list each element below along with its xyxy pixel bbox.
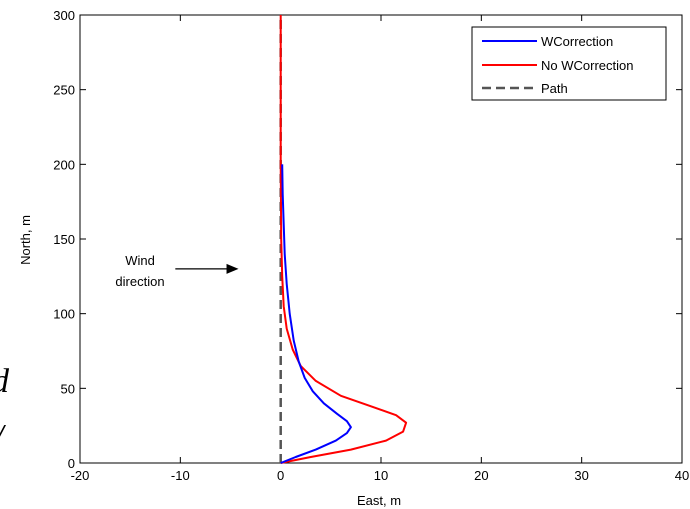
y-tick-label: 150 xyxy=(53,232,75,247)
y-tick-label: 300 xyxy=(53,8,75,23)
legend: WCorrection No WCorrection Path xyxy=(471,26,667,101)
legend-label-path: Path xyxy=(541,81,568,96)
legend-label-wcorrection: WCorrection xyxy=(541,34,613,49)
y-axis-label: North, m xyxy=(18,215,33,265)
annotation-line-2: direction xyxy=(115,274,164,289)
wind-arrowhead xyxy=(226,263,239,274)
annotation-line-1: Wind xyxy=(125,253,155,268)
y-tick-label: 250 xyxy=(53,83,75,98)
legend-label-no-wcorrection: No WCorrection xyxy=(541,58,633,73)
edge-glyph-top: d xyxy=(0,363,10,400)
x-tick-label: -20 xyxy=(71,468,90,483)
series-line-no-wcorrection xyxy=(279,15,408,464)
x-tick-label: 0 xyxy=(277,468,284,483)
series-line-wcorrection xyxy=(280,164,352,464)
y-tick-label: 100 xyxy=(53,307,75,322)
edge-glyph-bottom: / xyxy=(0,418,7,455)
x-tick-label: -10 xyxy=(171,468,190,483)
x-tick-label: 40 xyxy=(675,468,689,483)
wind-direction-annotation: Wind direction xyxy=(115,253,239,289)
y-axis: 0 50 100 150 200 250 300 xyxy=(53,8,682,471)
y-tick-label: 0 xyxy=(68,456,75,471)
y-tick-label: 50 xyxy=(61,381,75,396)
series-layer xyxy=(279,15,408,464)
x-tick-label: 20 xyxy=(474,468,488,483)
x-tick-label: 30 xyxy=(574,468,588,483)
x-axis-label: East, m xyxy=(357,493,401,508)
x-tick-label: 10 xyxy=(374,468,388,483)
y-tick-label: 200 xyxy=(53,157,75,172)
